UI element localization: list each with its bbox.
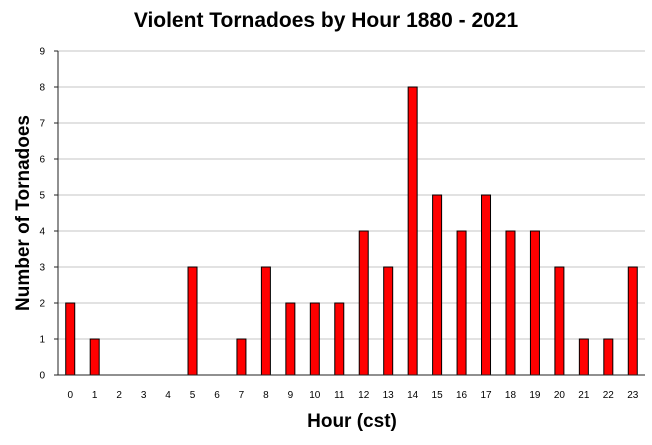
x-tick-label: 5 (190, 390, 196, 401)
bar-hour-19 (529, 230, 540, 376)
x-axis-label: Hour (cst) (307, 411, 397, 432)
x-tick-label: 0 (67, 390, 73, 401)
y-tick-label: 5 (39, 191, 45, 202)
x-tick-label: 3 (141, 390, 147, 401)
y-tick-label: 7 (39, 119, 45, 130)
bar-hour-17 (481, 194, 492, 376)
y-axis-label: Number of Tornadoes (13, 115, 34, 311)
axes (54, 50, 645, 376)
bar-hour-18 (505, 230, 516, 376)
bars (65, 86, 638, 376)
x-tick-label: 20 (554, 390, 566, 401)
x-tick-label: 16 (456, 390, 468, 401)
bar-hour-9 (285, 302, 296, 376)
chart-title: Violent Tornadoes by Hour 1880 - 2021 (134, 9, 519, 32)
gridlines (58, 50, 645, 340)
x-tick-label: 17 (480, 390, 492, 401)
x-tick-label: 19 (529, 390, 541, 401)
x-tick-label: 10 (309, 390, 321, 401)
y-tick-label: 3 (39, 263, 45, 274)
bar-hour-20 (554, 266, 565, 376)
y-tick-label: 6 (39, 155, 45, 166)
x-tick-label: 4 (165, 390, 171, 401)
x-tick-label: 22 (603, 390, 615, 401)
bar-hour-7 (236, 338, 247, 376)
bar-hour-13 (383, 266, 394, 376)
bar-hour-0 (65, 302, 76, 376)
bar-hour-8 (260, 266, 271, 376)
bar-hour-11 (334, 302, 345, 376)
x-tick-label: 23 (627, 390, 639, 401)
x-tick-label: 21 (578, 390, 590, 401)
x-tick-label: 12 (358, 390, 370, 401)
y-tick-label: 9 (39, 47, 45, 58)
bar-hour-14 (407, 86, 418, 376)
x-tick-label: 7 (239, 390, 245, 401)
y-tick-label: 1 (39, 335, 45, 346)
bar-hour-21 (578, 338, 589, 376)
y-tick-label: 4 (39, 227, 45, 238)
y-tick-label: 8 (39, 83, 45, 94)
x-tick-label: 13 (383, 390, 395, 401)
x-tick-label: 14 (407, 390, 419, 401)
x-tick-label: 15 (432, 390, 444, 401)
bar-hour-15 (432, 194, 443, 376)
x-tick-label: 1 (92, 390, 98, 401)
x-tick-labels: 0 1 2 3 4 5 6 7 8 9 10 11 12 13 14 15 16 17 18 19 20 21 22 23 (67, 390, 638, 401)
bar-hour-10 (309, 302, 320, 376)
y-tick-labels: 0 1 2 3 4 5 6 7 8 9 (39, 47, 45, 382)
bar-hour-1 (89, 338, 100, 376)
x-tick-label: 11 (334, 390, 345, 401)
y-tick-label: 2 (39, 299, 45, 310)
x-tick-label: 6 (214, 390, 220, 401)
bar-hour-22 (603, 338, 614, 376)
x-tick-label: 18 (505, 390, 517, 401)
x-tick-label: 9 (288, 390, 294, 401)
bar-hour-16 (456, 230, 467, 376)
bar-hour-23 (627, 266, 638, 376)
bar-hour-5 (187, 266, 198, 376)
y-tick-label: 0 (39, 371, 45, 382)
x-tick-label: 8 (263, 390, 269, 401)
x-tick-label: 2 (116, 390, 122, 401)
bar-hour-12 (358, 230, 369, 376)
